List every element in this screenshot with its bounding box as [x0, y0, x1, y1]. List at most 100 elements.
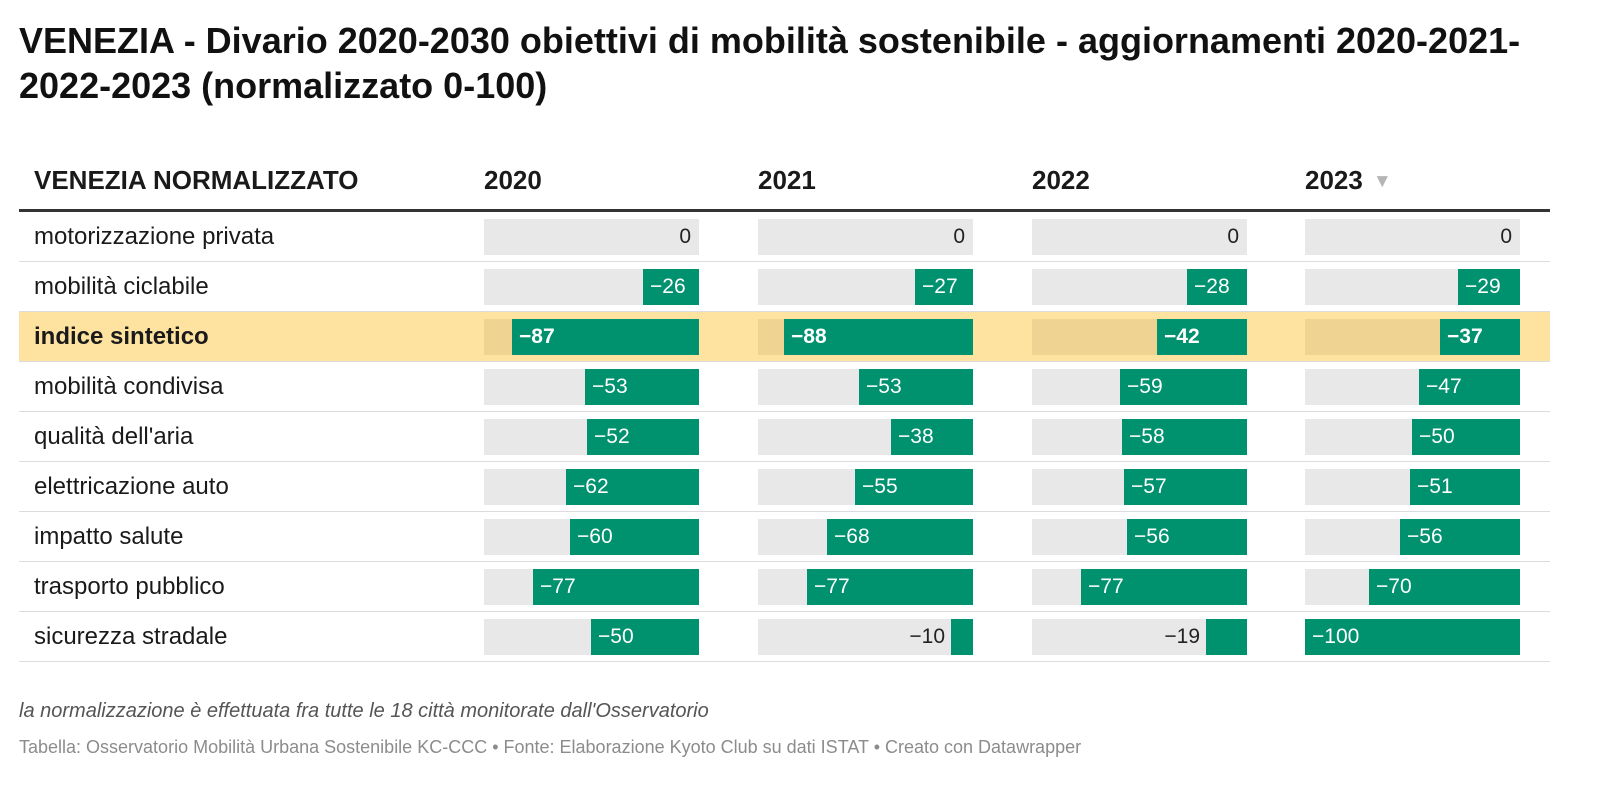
header-label-column[interactable]: VENEZIA NORMALIZZATO	[34, 165, 359, 195]
bar-value-label: −55	[862, 475, 898, 498]
bar-2022	[1127, 519, 1247, 555]
table-row-trasporto-pubblico: trasporto pubblico −77 −77 −77 −70	[19, 562, 1550, 612]
bar-2022	[1206, 619, 1247, 655]
bar-value-label: −58	[1129, 425, 1165, 448]
table-row-mobilita-ciclabile: mobilità ciclabile −26 −27 −28 −29	[19, 262, 1550, 312]
table-row-motorizzazione-privata: motorizzazione privata 0 0 0 0	[19, 212, 1550, 262]
bar-value-label: 0	[1500, 225, 1512, 248]
header-2023-label: 2023	[1305, 165, 1363, 195]
bar-value-label: 0	[679, 225, 691, 248]
table-row-sicurezza-stradale: sicurezza stradale −50 −10 −19 −100	[19, 612, 1550, 662]
bar-value-label: −51	[1417, 475, 1453, 498]
bar-value-label: −37	[1447, 325, 1483, 348]
bar-track-2021: 0	[758, 219, 973, 255]
bar-2020	[591, 619, 699, 655]
bar-track-2022: −42	[1032, 319, 1247, 355]
bar-value-label: −28	[1194, 275, 1230, 298]
bar-value-label: −87	[519, 325, 555, 348]
bar-2022	[1081, 569, 1247, 605]
bar-track-2021: −88	[758, 319, 973, 355]
footnote: la normalizzazione è effettuata fra tutt…	[19, 700, 709, 722]
table-row-qualita-dell-aria: qualità dell'aria −52 −38 −58 −50	[19, 412, 1550, 462]
bar-value-label: −26	[650, 275, 686, 298]
bar-track-2023: −37	[1305, 319, 1520, 355]
bar-2020	[566, 469, 699, 505]
bar-track-2020: −53	[484, 369, 699, 405]
bar-2021	[951, 619, 973, 655]
bar-2020	[570, 519, 699, 555]
bar-2020	[512, 319, 699, 355]
chart-title: VENEZIA - Divario 2020-2030 obiettivi di…	[19, 20, 1521, 106]
row-label: sicurezza stradale	[34, 623, 228, 650]
bar-track-2022: −56	[1032, 519, 1247, 555]
bar-value-label: −53	[866, 375, 902, 398]
bar-track-2022: −59	[1032, 369, 1247, 405]
bar-2020	[533, 569, 699, 605]
bar-2020	[585, 369, 699, 405]
bar-value-label: −77	[1088, 575, 1124, 598]
bar-value-label: −53	[592, 375, 628, 398]
bar-track-2021: −53	[758, 369, 973, 405]
bar-2023	[1412, 419, 1520, 455]
bar-value-label: −29	[1465, 275, 1501, 298]
bar-2023	[1419, 369, 1520, 405]
row-label: elettricazione auto	[34, 473, 229, 500]
header-2023[interactable]: 2023 ▼	[1305, 164, 1392, 198]
bar-2020	[587, 419, 699, 455]
bar-track-2020: −52	[484, 419, 699, 455]
row-label: trasporto pubblico	[34, 573, 225, 600]
bar-2022	[1122, 419, 1247, 455]
header-2022[interactable]: 2022	[1032, 165, 1090, 195]
bar-track-2020: −62	[484, 469, 699, 505]
bar-value-label: −10	[909, 625, 945, 648]
bar-track-2021: −68	[758, 519, 973, 555]
bar-value-label: −56	[1407, 525, 1443, 548]
bar-track-2020: −77	[484, 569, 699, 605]
bar-2023	[1458, 269, 1520, 305]
bar-value-label: −52	[594, 425, 630, 448]
bar-track-2023: −29	[1305, 269, 1520, 305]
bar-2021	[855, 469, 973, 505]
bar-track-2022: −57	[1032, 469, 1247, 505]
bar-2023	[1369, 569, 1520, 605]
bar-value-label: −50	[1419, 425, 1455, 448]
bar-2021	[859, 369, 973, 405]
table-row-elettricazione-auto: elettricazione auto −62 −55 −57 −51	[19, 462, 1550, 512]
bar-track-2023: −100	[1305, 619, 1520, 655]
bar-value-label: −56	[1134, 525, 1170, 548]
bar-track-2021: −38	[758, 419, 973, 455]
table-body: motorizzazione privata 0 0 0 0 mobilità cicla…	[19, 212, 1550, 662]
bar-track-2022: −28	[1032, 269, 1247, 305]
bar-2023	[1440, 319, 1520, 355]
bar-2023	[1400, 519, 1520, 555]
header-2020[interactable]: 2020	[484, 165, 542, 195]
bar-track-2020: −60	[484, 519, 699, 555]
bar-value-label: −70	[1376, 575, 1412, 598]
bar-value-label: −62	[573, 475, 609, 498]
bar-value-label: −60	[577, 525, 613, 548]
bar-value-label: 0	[953, 225, 965, 248]
bar-track-2020: −87	[484, 319, 699, 355]
bar-track-2021: −77	[758, 569, 973, 605]
row-label: motorizzazione privata	[34, 223, 275, 250]
bar-track-2023: −47	[1305, 369, 1520, 405]
table-row-indice-sintetico: indice sintetico −87 −88 −42 −37	[19, 312, 1550, 362]
row-label: mobilità ciclabile	[34, 273, 209, 300]
bar-2021	[784, 319, 973, 355]
bar-track-2020: 0	[484, 219, 699, 255]
bar-track-2023: 0	[1305, 219, 1520, 255]
table-row-impatto-salute: impatto salute −60 −68 −56 −56	[19, 512, 1550, 562]
bar-value-label: −88	[791, 325, 827, 348]
bar-value-label: −50	[598, 625, 634, 648]
table-row-mobilita-condivisa: mobilità condivisa −53 −53 −59 −47	[19, 362, 1550, 412]
bar-track-2021: −27	[758, 269, 973, 305]
bar-value-label: −19	[1164, 625, 1200, 648]
bar-track-2022: 0	[1032, 219, 1247, 255]
data-table: VENEZIA NORMALIZZATO 2020 2021 2022 2023…	[19, 156, 1550, 662]
bar-value-label: −68	[834, 525, 870, 548]
bar-2022	[1120, 369, 1247, 405]
row-label: indice sintetico	[34, 323, 209, 350]
bar-value-label: −77	[814, 575, 850, 598]
bar-2023	[1410, 469, 1520, 505]
header-2021[interactable]: 2021	[758, 165, 816, 195]
